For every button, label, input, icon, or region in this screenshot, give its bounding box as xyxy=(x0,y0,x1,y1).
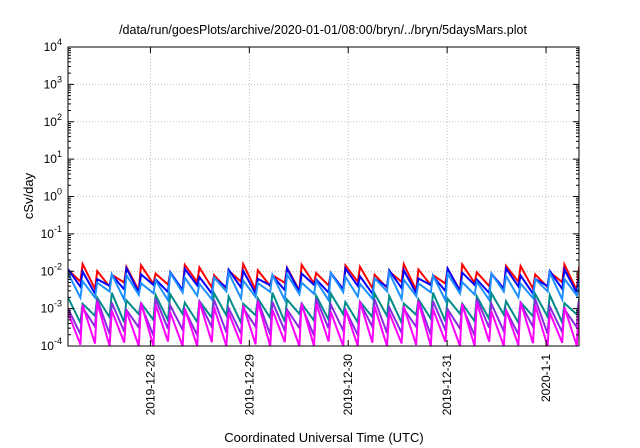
x-tick-label: 2019-12-29 xyxy=(242,354,256,416)
y-tick-label: 101 xyxy=(44,149,62,166)
x-tick-label: 2020-1-1 xyxy=(539,354,553,402)
ticks: 10-4 10-3 10-2 10-1 100 101 102 103 104 2019-12-2… xyxy=(41,37,579,415)
series-line xyxy=(68,289,579,327)
y-tick-label: 104 xyxy=(44,37,62,54)
x-tick-label: 2019-12-30 xyxy=(341,354,355,416)
x-axis-title: Coordinated Universal Time (UTC) xyxy=(224,430,423,445)
series-line xyxy=(68,268,579,304)
x-tick-label: 2019-12-31 xyxy=(440,354,454,416)
series-layer xyxy=(68,260,579,346)
series-line xyxy=(68,301,579,346)
y-tick-label: 10-2 xyxy=(41,261,62,278)
x-tick-label: 2019-12-28 xyxy=(143,354,157,416)
series-line xyxy=(68,298,579,340)
y-tick-label: 103 xyxy=(44,74,62,91)
y-tick-label: 102 xyxy=(44,112,62,129)
y-tick-label: 10-3 xyxy=(41,299,62,316)
y-tick-label: 10-1 xyxy=(41,224,62,241)
y-tick-label: 100 xyxy=(44,187,62,204)
chart-title: /data/run/goesPlots/archive/2020-01-01/0… xyxy=(119,23,527,37)
y-tick-label: 10-4 xyxy=(41,336,62,353)
y-axis-title: cSv/day xyxy=(21,172,36,219)
